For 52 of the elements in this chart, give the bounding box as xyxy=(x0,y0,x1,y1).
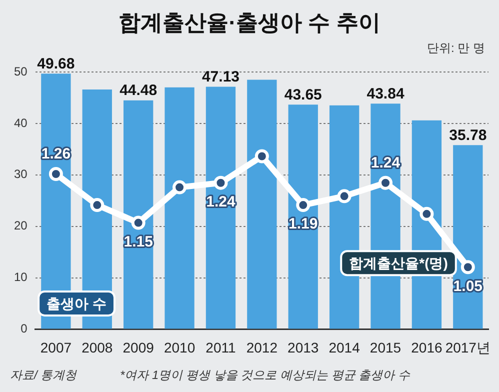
x-tick-label: 2011 xyxy=(206,339,236,356)
text: 단위: 만 명 xyxy=(426,40,485,57)
y-tick-label: 40 xyxy=(14,116,28,130)
data-label: 43.84 xyxy=(366,85,405,102)
x-tick-label: 2013 xyxy=(288,339,319,356)
point xyxy=(254,149,269,164)
x-tick-label: 2012 xyxy=(246,339,278,356)
data-label: 47.13 xyxy=(202,68,240,86)
bar xyxy=(247,80,277,329)
x-tick-label: 2015 xyxy=(370,339,402,356)
point xyxy=(460,260,475,274)
point xyxy=(172,180,187,194)
x-tick-label: 2007 xyxy=(40,339,72,356)
y-tick-label: 20 xyxy=(14,218,28,233)
data-label: 1.15 xyxy=(124,233,153,250)
data-label: 1.05 xyxy=(453,278,483,295)
bar xyxy=(124,100,154,329)
x-tick-label: 2010 xyxy=(164,339,196,356)
bar xyxy=(206,86,236,329)
text: 자료/ 통계청 xyxy=(10,367,77,384)
point xyxy=(214,176,228,190)
point xyxy=(131,216,146,230)
x-tick-label: 2016 xyxy=(411,339,442,356)
data-label: 43.65 xyxy=(284,86,322,104)
point xyxy=(420,206,434,221)
data-label: 44.48 xyxy=(120,82,158,100)
data-label: 35.78 xyxy=(449,126,487,144)
data-label: 1.26 xyxy=(41,146,71,163)
bar xyxy=(164,87,194,329)
data-label: 1.24 xyxy=(370,154,401,172)
data-label: 1.24 xyxy=(206,194,236,211)
data-label: 49.68 xyxy=(37,55,75,72)
point xyxy=(337,189,352,204)
point xyxy=(378,176,393,190)
series-label: 출생아 수 xyxy=(46,295,106,312)
bar xyxy=(453,145,483,329)
x-tick-label: 2009 xyxy=(122,339,154,356)
series-label: 합계출산율*(명) xyxy=(349,254,448,271)
point xyxy=(296,198,310,212)
y-tick-label: 0 xyxy=(20,322,28,336)
x-tick-label: 2008 xyxy=(82,339,113,356)
text: *여자 1명이 평생 낳을 것으로 예상되는 평균 출생아 수 xyxy=(120,367,410,384)
point xyxy=(90,198,104,212)
y-tick-label: 10 xyxy=(14,270,28,284)
y-tick-label: 30 xyxy=(14,167,28,182)
point xyxy=(48,166,63,181)
y-tick-label: 50 xyxy=(14,64,28,78)
x-tick-label: 2017년 xyxy=(445,339,490,356)
chart-title: 합계출산율·출생아 수 추이 xyxy=(118,9,382,37)
x-tick-label: 2014 xyxy=(328,339,360,356)
data-label: 1.19 xyxy=(288,216,318,233)
bar xyxy=(288,104,318,329)
